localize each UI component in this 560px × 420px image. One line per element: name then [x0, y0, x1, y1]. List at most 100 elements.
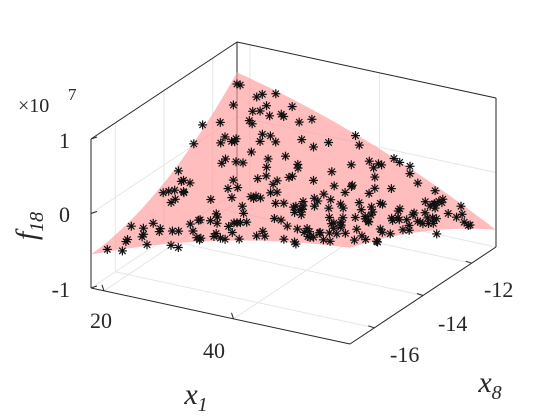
- data-point-stroke: [310, 202, 319, 210]
- data-point-stroke: [288, 102, 296, 111]
- data-point-stroke: [270, 214, 279, 223]
- data-point-stroke: [264, 155, 272, 163]
- data-point-stroke: [238, 202, 246, 210]
- data-point-stroke: [416, 218, 424, 226]
- data-point: [347, 182, 356, 191]
- fitted-surface: [91, 72, 496, 255]
- data-point: [385, 229, 395, 239]
- data-point: [238, 158, 248, 168]
- data-point-stroke: [266, 189, 275, 197]
- data-point: [220, 234, 230, 244]
- data-point-stroke: [171, 186, 179, 194]
- data-point-stroke: [269, 180, 277, 188]
- grid-line: [115, 271, 375, 329]
- data-point-stroke: [272, 90, 280, 98]
- z-tick-label: -1: [52, 277, 70, 302]
- data-point-stroke: [221, 235, 229, 243]
- data-point-stroke: [438, 199, 446, 207]
- data-point: [235, 80, 245, 90]
- data-point: [189, 139, 199, 149]
- data-point-stroke: [432, 215, 441, 223]
- data-point-stroke: [228, 228, 236, 237]
- data-point: [255, 136, 265, 146]
- data-point: [443, 209, 453, 218]
- data-point: [158, 188, 168, 198]
- data-point-stroke: [262, 102, 271, 110]
- data-point: [235, 218, 245, 228]
- data-point-stroke: [330, 182, 338, 190]
- data-point: [216, 138, 226, 148]
- data-point: [377, 160, 387, 170]
- data-point-stroke: [280, 112, 288, 121]
- data-point: [231, 134, 241, 144]
- data-point: [309, 193, 319, 203]
- data-point: [253, 174, 263, 184]
- data-point-stroke: [143, 241, 151, 249]
- data-point-stroke: [365, 189, 373, 198]
- data-point: [206, 216, 215, 226]
- data-point: [356, 205, 366, 215]
- data-point-stroke: [262, 172, 270, 180]
- data-point: [338, 203, 348, 213]
- data-point: [196, 233, 206, 243]
- data-point: [231, 157, 241, 167]
- data-point-stroke: [265, 112, 274, 120]
- data-point: [185, 219, 195, 229]
- data-point-stroke: [295, 118, 303, 126]
- data-point: [346, 160, 356, 170]
- data-point-stroke: [371, 173, 379, 181]
- data-point: [351, 131, 360, 141]
- data-point: [352, 224, 362, 234]
- data-point-stroke: [258, 130, 267, 138]
- data-point-stroke: [405, 226, 413, 234]
- data-point-stroke: [138, 233, 146, 241]
- data-point: [329, 181, 339, 191]
- data-point-stroke: [351, 132, 360, 140]
- x-axis-label-text: x1: [183, 378, 207, 416]
- data-point-stroke: [330, 224, 338, 232]
- data-point-stroke: [362, 235, 370, 244]
- data-point-stroke: [233, 80, 241, 88]
- data-point-stroke: [376, 199, 384, 208]
- data-point-stroke: [372, 237, 381, 245]
- data-point-stroke: [431, 187, 439, 195]
- z-axis-label-text: f18: [10, 212, 48, 240]
- data-point-stroke: [186, 220, 194, 228]
- data-point-stroke: [306, 233, 314, 242]
- data-point: [164, 186, 174, 196]
- data-point: [138, 223, 148, 233]
- data-point: [437, 198, 447, 208]
- data-point-stroke: [252, 232, 261, 240]
- data-point: [457, 209, 467, 219]
- data-point: [386, 184, 396, 194]
- data-point: [432, 229, 442, 239]
- data-point-stroke: [460, 218, 468, 226]
- data-point: [170, 194, 180, 204]
- data-point-stroke: [367, 203, 376, 211]
- data-point-stroke: [165, 187, 173, 195]
- data-point-stroke: [325, 204, 333, 212]
- data-point: [227, 228, 237, 237]
- data-point-stroke: [159, 189, 167, 197]
- data-point: [350, 213, 360, 222]
- data-point-stroke: [309, 143, 318, 151]
- data-point: [402, 215, 412, 225]
- data-point: [265, 111, 275, 121]
- data-point-stroke: [421, 198, 429, 206]
- data-point: [324, 213, 334, 222]
- data-point-stroke: [414, 179, 422, 187]
- data-point: [305, 227, 314, 237]
- data-point-stroke: [234, 184, 242, 192]
- data-point-stroke: [122, 237, 130, 246]
- data-point: [459, 217, 469, 227]
- data-point: [279, 198, 289, 208]
- data-point: [188, 226, 198, 236]
- data-point-stroke: [361, 215, 369, 223]
- data-point: [263, 154, 273, 164]
- data-point-stroke: [254, 175, 262, 183]
- data-point-stroke: [347, 161, 355, 169]
- data-point-stroke: [452, 213, 461, 221]
- data-point-stroke: [239, 209, 248, 217]
- data-point-stroke: [309, 176, 318, 185]
